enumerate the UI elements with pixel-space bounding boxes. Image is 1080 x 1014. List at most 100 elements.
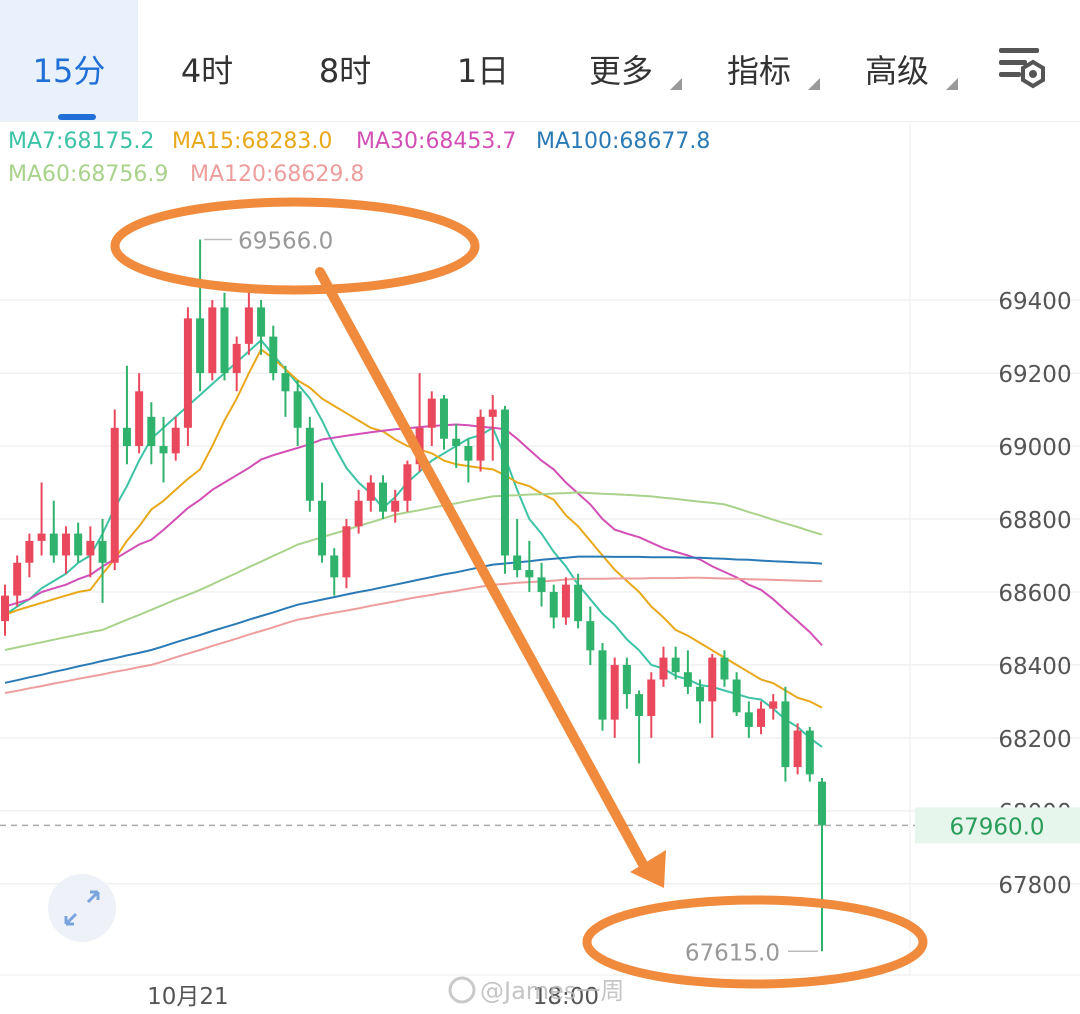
candle-body bbox=[342, 526, 351, 578]
candle-body bbox=[110, 427, 119, 563]
ma-line bbox=[4, 423, 823, 646]
candle-body bbox=[781, 701, 790, 768]
candle-body bbox=[281, 373, 290, 392]
dropdown-arrow bbox=[946, 78, 958, 90]
candle-body bbox=[744, 712, 753, 727]
candle-body bbox=[183, 318, 192, 428]
candle-body bbox=[171, 427, 180, 454]
highlight-ellipse bbox=[582, 895, 928, 989]
current-price-label: 67960.0 bbox=[949, 814, 1044, 840]
candle-body bbox=[696, 686, 705, 702]
x-tick-label: 10月21 bbox=[147, 984, 229, 1010]
tab[interactable]: 1日 bbox=[456, 52, 510, 90]
dropdown-arrow bbox=[808, 78, 820, 90]
candle-body bbox=[354, 500, 363, 527]
candle-body bbox=[391, 500, 400, 512]
y-tick-label: 68200 bbox=[998, 727, 1071, 753]
candle-body bbox=[574, 584, 583, 622]
legend-entry: MA120:68629.8 bbox=[190, 162, 364, 187]
y-tick-label: 67800 bbox=[998, 873, 1071, 899]
y-tick-label: 69200 bbox=[998, 362, 1071, 388]
candle-body bbox=[269, 336, 278, 374]
tab-bar: 15分 4时 8时 1日 更多 指标 高级 bbox=[0, 0, 1080, 122]
candle-body bbox=[330, 555, 339, 578]
tab[interactable]: 高级 bbox=[864, 52, 929, 90]
candle-body bbox=[427, 398, 436, 428]
candle-body bbox=[476, 416, 485, 461]
candle-body bbox=[793, 730, 802, 768]
dropdown-arrow bbox=[670, 78, 682, 90]
legend-entry: MA15:68283.0 bbox=[172, 129, 332, 154]
x-tick-label: 18:00 bbox=[533, 984, 599, 1010]
candle-body bbox=[25, 540, 34, 563]
candle-body bbox=[257, 307, 266, 337]
candle-body bbox=[293, 391, 302, 428]
candle-body bbox=[720, 657, 729, 680]
candle-body bbox=[318, 500, 327, 556]
candle-body bbox=[135, 391, 144, 447]
y-tick-label: 68400 bbox=[998, 654, 1071, 680]
tab[interactable]: 15分 bbox=[0, 0, 138, 121]
candle-body bbox=[49, 533, 58, 556]
candle-body bbox=[220, 307, 229, 374]
candle-body bbox=[818, 781, 826, 826]
candle-body bbox=[232, 343, 241, 374]
candle-body bbox=[1, 595, 9, 622]
candle-body bbox=[537, 577, 546, 592]
tab[interactable]: 更多 bbox=[588, 52, 653, 90]
candle-body bbox=[379, 482, 388, 512]
legend-entry: MA60:68756.9 bbox=[8, 162, 168, 187]
candle-body bbox=[98, 540, 107, 563]
legend-entry: MA100:68677.8 bbox=[536, 129, 710, 154]
tab-underline bbox=[58, 114, 96, 120]
candle-body bbox=[464, 446, 473, 461]
candle-body bbox=[622, 664, 631, 695]
tab[interactable]: 指标 bbox=[726, 52, 791, 90]
candle-body bbox=[159, 446, 168, 454]
tab[interactable]: 8时 bbox=[318, 52, 372, 90]
candle-body bbox=[488, 409, 497, 417]
candle-body bbox=[196, 318, 205, 374]
settings-icon[interactable] bbox=[995, 42, 1055, 102]
ma-line bbox=[4, 555, 823, 684]
candle-body bbox=[805, 730, 814, 775]
highlight-ellipse bbox=[110, 197, 480, 295]
candle-body bbox=[671, 657, 680, 673]
expand-button[interactable] bbox=[48, 874, 116, 942]
candle-body bbox=[598, 650, 607, 720]
watermark-logo bbox=[448, 976, 476, 1004]
expand-icon bbox=[64, 890, 100, 926]
candle-body bbox=[305, 427, 314, 501]
candle-body bbox=[635, 694, 644, 716]
candle-body bbox=[769, 701, 778, 709]
candle-body bbox=[659, 657, 668, 680]
chart: 6780068000682006840068600688006900069200… bbox=[0, 122, 1080, 1010]
annotation-label: 67615.0 bbox=[685, 940, 780, 966]
annotation-label: 69566.0 bbox=[238, 229, 333, 255]
candle-body bbox=[366, 482, 375, 501]
trend-arrow-head bbox=[630, 850, 666, 888]
candle-body bbox=[452, 438, 461, 447]
candle-body bbox=[13, 562, 22, 596]
candle-body bbox=[500, 409, 509, 556]
candle-body bbox=[708, 657, 717, 702]
legend-entry: MA30:68453.7 bbox=[356, 129, 516, 154]
candle-body bbox=[610, 664, 619, 720]
candle-body bbox=[61, 533, 70, 556]
candle-body bbox=[757, 708, 766, 727]
candle-body bbox=[586, 621, 595, 651]
candle-body bbox=[86, 540, 95, 556]
current-price-box bbox=[915, 807, 1080, 844]
y-tick-label: 68800 bbox=[998, 508, 1071, 534]
candle-body bbox=[732, 679, 741, 713]
candle-body bbox=[549, 591, 558, 618]
candle-body bbox=[37, 533, 46, 541]
ma-line bbox=[4, 491, 823, 651]
ma-line bbox=[4, 576, 823, 694]
tab[interactable]: 4时 bbox=[180, 52, 234, 90]
candle-body bbox=[561, 584, 570, 618]
y-tick-label: 68600 bbox=[998, 581, 1071, 607]
candle-body bbox=[525, 570, 534, 578]
candle-body bbox=[122, 427, 131, 447]
